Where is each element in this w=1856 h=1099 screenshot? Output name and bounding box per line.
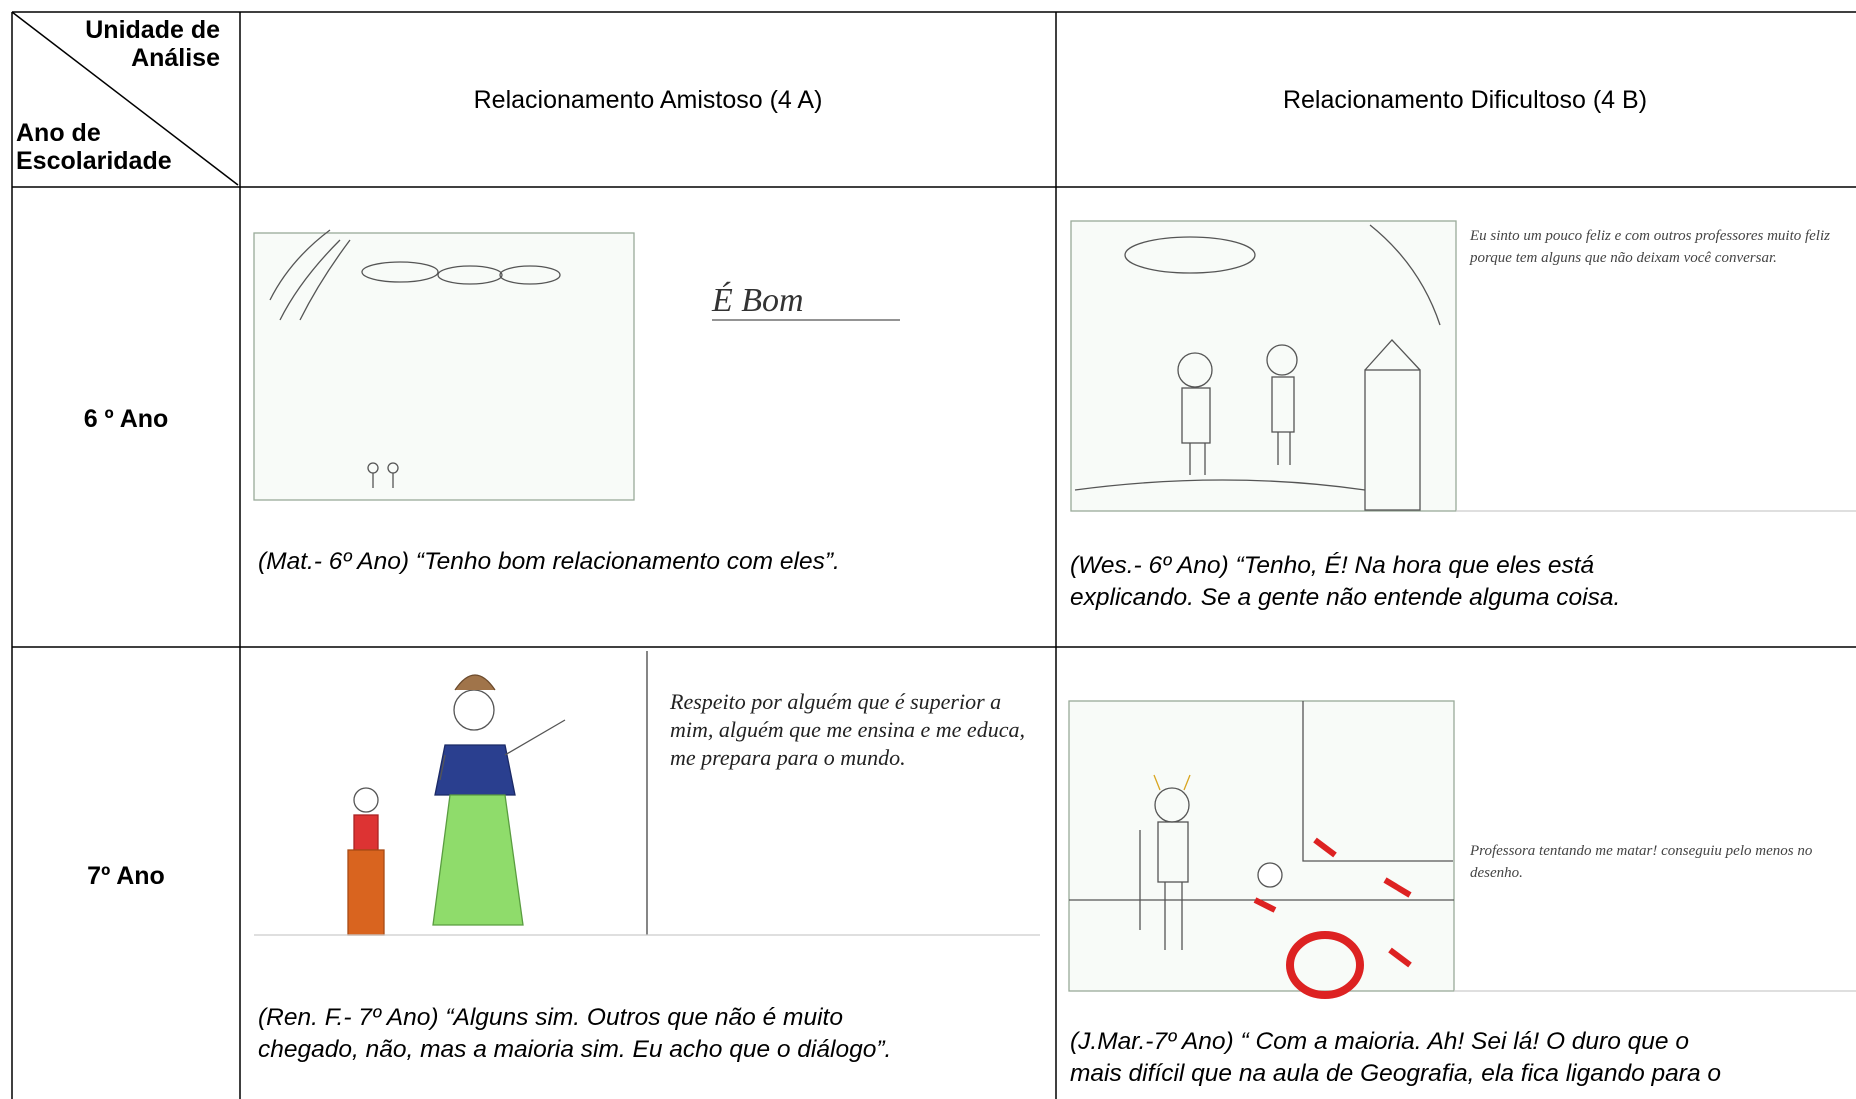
row-label: 7º Ano [87,862,165,890]
drawing [254,651,1040,936]
caption-line: mais difícil que na aula de Geografia, e… [1070,1060,1722,1087]
caption: (Ren. F.- 7º Ano) “Alguns sim. Outros qu… [258,1002,891,1066]
corner-bottom: Ano de Escolaridade [16,119,172,175]
caption-line: chegado, não, mas a maioria sim. Eu acho… [258,1036,892,1063]
caption-line: (J.Mar.-7º Ano) “ Com a maioria. Ah! Sei… [1070,1028,1689,1055]
caption-line: (Mat.- 6º Ano) “Tenho bom relacionamento… [258,548,840,575]
drawing [1068,700,1856,999]
column-header: Relacionamento Amistoso (4 A) [473,86,823,114]
caption: (J.Mar.-7º Ano) “ Com a maioria. Ah! Sei… [1070,1026,1721,1090]
row-label: 6 º Ano [83,405,169,433]
caption-line: (Ren. F.- 7º Ano) “Alguns sim. Outros qu… [258,1004,843,1031]
caption: (Wes.- 6º Ano) “Tenho, É! Na hora que el… [1070,550,1620,614]
drawing-text: Respeito por alguém que é superior a mim… [670,689,1025,770]
corner-text: Ano de [16,119,101,147]
drawing-text: Professora tentando me matar! conseguiu … [1470,843,1813,881]
caption-line: explicando. Se a gente não entende algum… [1070,584,1621,611]
corner-text: Análise [131,44,220,72]
drawing [253,229,900,501]
drawing-text: Eu sinto um pouco feliz e com outros pro… [1470,228,1830,266]
corner-text: Unidade de [85,16,220,44]
corner-text: Escolaridade [16,147,172,175]
drawing-text: É Bom [712,282,804,319]
caption-line: (Wes.- 6º Ano) “Tenho, É! Na hora que el… [1070,552,1595,579]
drawing [1070,220,1856,512]
column-header: Relacionamento Dificultoso (4 B) [1282,86,1648,114]
corner-top: Unidade de Análise [85,16,220,72]
caption: (Mat.- 6º Ano) “Tenho bom relacionamento… [258,546,840,578]
